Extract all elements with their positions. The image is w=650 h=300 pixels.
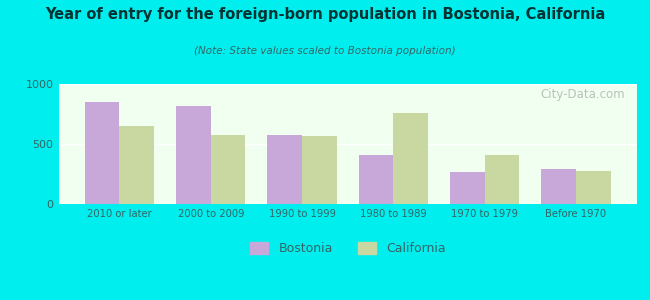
Legend: Bostonia, California: Bostonia, California: [244, 236, 451, 260]
Bar: [211, 135, 246, 204]
Text: (Note: State values scaled to Bostonia population): (Note: State values scaled to Bostonia p…: [194, 46, 456, 56]
Bar: [541, 169, 576, 204]
Bar: [84, 102, 120, 204]
Bar: [302, 136, 337, 204]
Bar: [576, 171, 611, 204]
Text: City-Data.com: City-Data.com: [541, 88, 625, 100]
Bar: [267, 135, 302, 204]
Bar: [450, 172, 485, 204]
Bar: [120, 126, 154, 204]
Bar: [393, 113, 428, 204]
Bar: [359, 155, 393, 204]
Bar: [485, 155, 519, 204]
Bar: [176, 106, 211, 204]
Text: Year of entry for the foreign-born population in Bostonia, California: Year of entry for the foreign-born popul…: [45, 8, 605, 22]
